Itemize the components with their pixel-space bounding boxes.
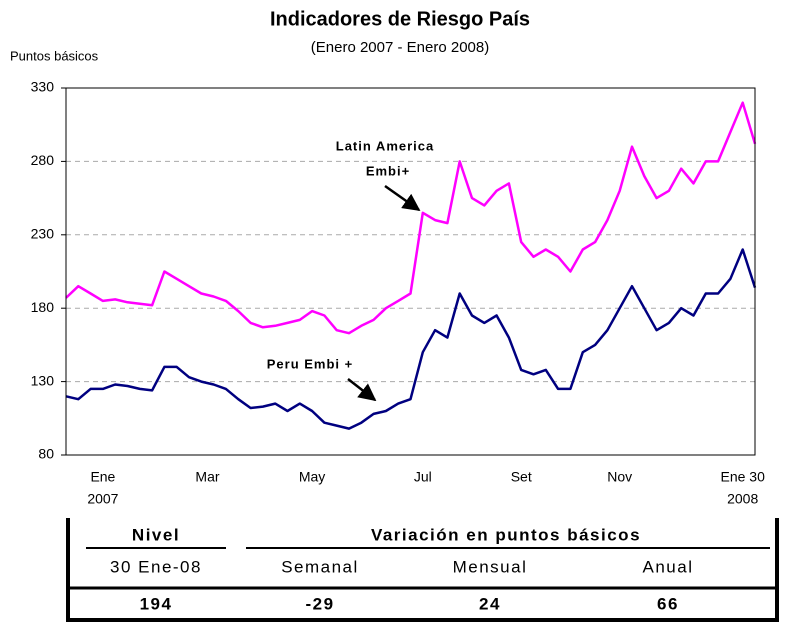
x-tick-label: Mar [195, 469, 219, 485]
table-subheader: Mensual [453, 557, 528, 576]
x-tick-label: May [299, 469, 325, 485]
x-tick-sublabel: 2007 [87, 491, 118, 507]
plot-frame [65, 87, 756, 456]
x-tick-label: Ene [90, 469, 115, 485]
table-cell: 66 [657, 594, 679, 613]
table-subheader: Anual [643, 557, 694, 576]
x-tick-label: Nov [607, 469, 632, 485]
annotation: Latin America [336, 138, 435, 153]
x-tick-sublabel: 2008 [727, 491, 758, 507]
chart-subtitle: (Enero 2007 - Enero 2008) [311, 39, 489, 56]
table-cell: 24 [479, 594, 501, 613]
annotation: Peru Embi + [267, 356, 354, 371]
y-tick-label: 80 [38, 446, 54, 462]
y-tick-label: 330 [31, 79, 55, 95]
table-subheader: Semanal [281, 557, 359, 576]
table-subheader: 30 Ene-08 [110, 557, 202, 576]
summary-table: Nivel Variación en puntos básicos 30 Ene… [66, 518, 779, 622]
table-header: Variación en puntos básicos [371, 525, 641, 544]
y-tick-label: 180 [31, 299, 55, 315]
table-header: Nivel [132, 525, 180, 544]
annotation: Embi+ [366, 163, 410, 178]
x-tick-label: Set [511, 469, 532, 485]
table-cell: -29 [305, 594, 334, 613]
series-line [65, 248, 757, 430]
y-tick-label: 280 [31, 152, 55, 168]
y-axis-label: Puntos básicos [10, 48, 99, 63]
y-tick-label: 130 [31, 372, 55, 388]
y-tick-label: 230 [31, 226, 55, 242]
chart-title: Indicadores de Riesgo País [270, 8, 530, 30]
annotation-arrow [347, 378, 377, 402]
x-tick-label: Ene 30 [721, 469, 766, 485]
x-tick-label: Jul [414, 469, 432, 485]
series-line [65, 101, 757, 335]
annotation-arrow [384, 184, 421, 212]
table-cell: 194 [140, 594, 173, 613]
